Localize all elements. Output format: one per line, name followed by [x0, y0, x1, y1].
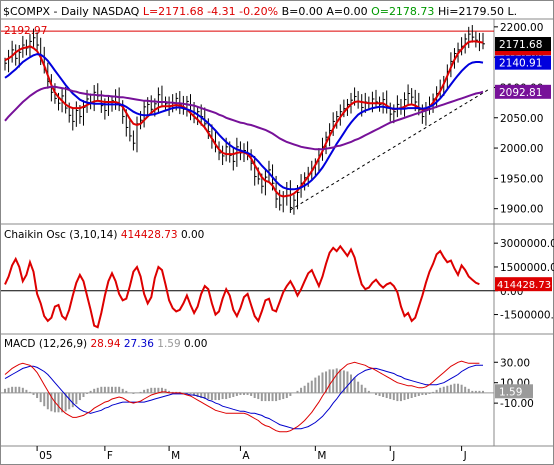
- chaikin-name: Chaikin Osc: [4, 229, 66, 241]
- ma-medium-line: [4, 53, 484, 191]
- date-tick-label: M: [171, 450, 180, 462]
- bid: B=0.00: [282, 5, 323, 18]
- price-badge-label: 2140.91: [499, 58, 542, 70]
- chaikin-panel: [1, 244, 494, 329]
- price-tick-label: 1950.00: [500, 173, 543, 185]
- price-badge-dark: [495, 37, 551, 52]
- chaikin-params: (3,10,14): [69, 229, 117, 241]
- chaikin-tick-label: -1500000.00: [500, 310, 554, 322]
- support-trendline: [290, 88, 491, 211]
- price-tick-label: 2000.00: [500, 143, 543, 155]
- open-price: O=2178.73: [371, 5, 434, 18]
- ma-long-line: [4, 85, 484, 151]
- macd-title: MACD (12,26,9) 28.94 27.36 1.59 0.00: [4, 338, 207, 350]
- signal-line: [4, 364, 483, 430]
- low-truncated: L.: [507, 5, 517, 18]
- axes-labels: 1900.001950.002000.002050.002100.002150.…: [36, 22, 554, 462]
- chart-header: $COMPX - Daily NASDAQ L=2171.68 -4.31 -0…: [3, 5, 517, 18]
- chaikin-extra: 0.00: [181, 229, 204, 241]
- zero-value: 0.00: [184, 338, 207, 350]
- price-badge-blue: [495, 55, 551, 70]
- macd-badge-label: 1.59: [499, 386, 522, 398]
- macd-badge: [495, 384, 533, 399]
- last-price: L=2171.68: [143, 5, 204, 18]
- chaikin-badge-label: 414428.73: [497, 280, 551, 291]
- change-pct: -0.20%: [239, 5, 278, 18]
- histogram-value: 1.59: [157, 338, 180, 350]
- price-tick-label: 1900.00: [500, 204, 543, 216]
- signal-value: 27.36: [124, 338, 154, 350]
- price-badge-label: 2171.68: [499, 39, 542, 51]
- change: -4.31: [207, 5, 235, 18]
- macd-value: 28.94: [90, 338, 120, 350]
- date-tick-label: 05: [39, 450, 52, 462]
- macd-tick-label: -10.00: [500, 398, 534, 410]
- price-badge-purple: [495, 84, 551, 99]
- chaikin-tick-label: 1500000.00: [500, 262, 554, 274]
- ask: A=0.00: [326, 5, 367, 18]
- price-tick-label: 2200.00: [500, 22, 543, 34]
- macd-params: (12,26,9): [39, 338, 87, 350]
- date-tick-label: F: [107, 450, 113, 462]
- chaikin-value: 414428.73: [121, 229, 178, 241]
- date-tick-label: J: [391, 450, 395, 462]
- exchange: NASDAQ: [92, 5, 139, 18]
- macd-tick-label: 30.00: [500, 357, 530, 369]
- date-tick-label: M: [317, 450, 326, 462]
- chaikin-title: Chaikin Osc (3,10,14) 414428.73 0.00: [4, 229, 204, 241]
- date-tick-label: A: [242, 450, 250, 462]
- chaikin-badge: [495, 277, 552, 292]
- chaikin-tick-label: 3000000.00: [500, 238, 554, 250]
- high-price: Hi=2179.50: [438, 5, 504, 18]
- symbol: $COMPX: [3, 5, 50, 18]
- price-tick-label: 2050.00: [500, 113, 543, 125]
- macd-panel: [1, 360, 494, 433]
- macd-line: [4, 360, 480, 433]
- macd-name: MACD: [4, 338, 35, 350]
- price-panel: [1, 25, 494, 215]
- date-tick-label: J: [463, 450, 467, 462]
- price-badge-label: 2092.81: [499, 87, 542, 99]
- chaikin-line: [4, 244, 480, 329]
- period: Daily: [61, 5, 89, 18]
